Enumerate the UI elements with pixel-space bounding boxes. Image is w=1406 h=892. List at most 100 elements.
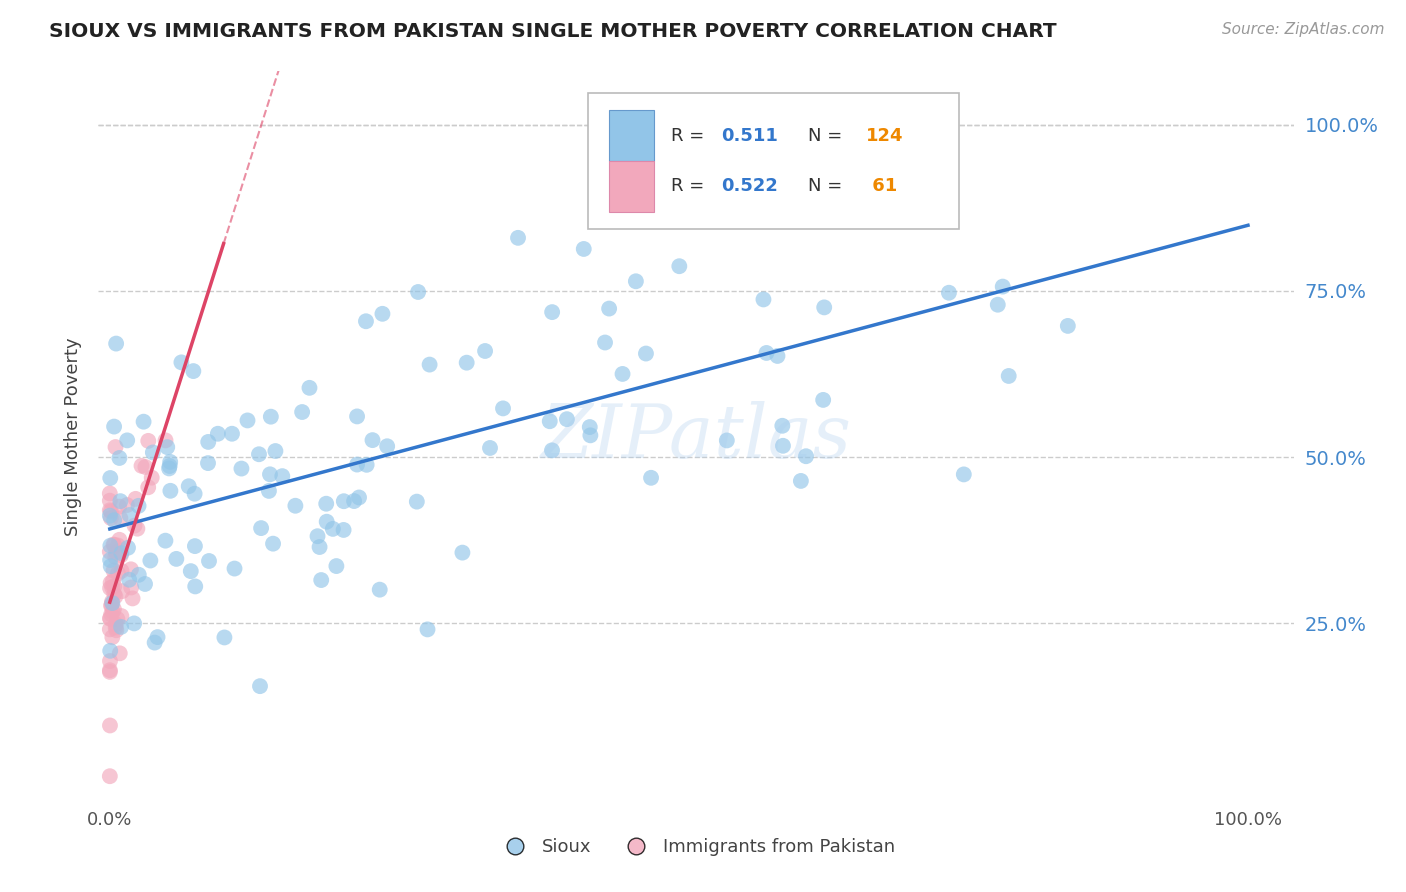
Point xyxy=(770,418,793,433)
Point xyxy=(108,450,131,465)
Text: SIOUX VS IMMIGRANTS FROM PAKISTAN SINGLE MOTHER POVERTY CORRELATION CHART: SIOUX VS IMMIGRANTS FROM PAKISTAN SINGLE… xyxy=(49,22,1057,41)
Point xyxy=(184,579,207,593)
Point xyxy=(105,612,128,626)
Point xyxy=(98,581,121,595)
Point xyxy=(356,458,378,472)
Point xyxy=(100,598,122,612)
Point xyxy=(98,769,121,783)
Point xyxy=(111,584,134,599)
Point xyxy=(101,580,124,594)
Point xyxy=(284,499,307,513)
Text: Source: ZipAtlas.com: Source: ZipAtlas.com xyxy=(1222,22,1385,37)
Point xyxy=(1056,318,1078,333)
Point xyxy=(120,562,142,576)
Point xyxy=(197,434,219,449)
Point xyxy=(322,522,344,536)
Point xyxy=(101,630,124,644)
Point xyxy=(104,440,127,454)
Point xyxy=(98,623,121,637)
Point xyxy=(100,607,122,622)
Point xyxy=(132,415,155,429)
Point xyxy=(474,343,496,358)
Point xyxy=(456,356,478,370)
Point xyxy=(264,444,287,458)
Point xyxy=(134,577,156,591)
Point xyxy=(128,567,150,582)
Point xyxy=(416,623,439,637)
Text: 0.522: 0.522 xyxy=(721,178,778,195)
Point xyxy=(131,458,153,473)
Point xyxy=(98,545,121,559)
Point xyxy=(668,259,690,273)
Point xyxy=(755,346,778,360)
Point xyxy=(100,511,122,525)
Point xyxy=(136,434,159,448)
Point xyxy=(538,414,561,428)
Point xyxy=(231,461,253,475)
Text: 61: 61 xyxy=(866,178,897,195)
Point xyxy=(110,609,132,624)
Point xyxy=(110,494,132,508)
Point xyxy=(315,497,337,511)
Point xyxy=(98,663,121,677)
Point xyxy=(105,624,128,638)
Point xyxy=(115,498,138,512)
Point xyxy=(121,591,143,606)
Point xyxy=(117,541,139,555)
Point xyxy=(772,439,794,453)
Point xyxy=(716,434,738,448)
Point xyxy=(257,483,280,498)
Point xyxy=(103,538,125,552)
Point xyxy=(346,458,368,472)
Point xyxy=(479,441,502,455)
Point xyxy=(103,579,125,593)
Text: 124: 124 xyxy=(866,127,903,145)
Point xyxy=(159,458,181,473)
Point xyxy=(260,409,283,424)
Point xyxy=(103,419,125,434)
Point xyxy=(813,301,835,315)
Point xyxy=(177,479,200,493)
Point xyxy=(124,518,146,533)
Point xyxy=(308,540,330,554)
Point xyxy=(406,285,429,299)
Point xyxy=(419,358,441,372)
Point xyxy=(180,564,202,578)
Point xyxy=(315,515,337,529)
Point xyxy=(98,718,121,732)
Text: 0.511: 0.511 xyxy=(721,127,778,145)
Point xyxy=(98,539,121,553)
Legend: Sioux, Immigrants from Pakistan: Sioux, Immigrants from Pakistan xyxy=(489,830,903,863)
Point xyxy=(298,381,321,395)
Point xyxy=(100,504,122,518)
Point xyxy=(98,654,121,668)
Point xyxy=(752,293,775,307)
Point xyxy=(343,494,366,508)
Point xyxy=(104,590,127,604)
Point xyxy=(271,469,294,483)
Point xyxy=(98,612,121,626)
Point xyxy=(307,529,329,543)
Point xyxy=(107,566,129,581)
Point xyxy=(236,413,259,427)
Text: N =: N = xyxy=(808,178,842,195)
Point xyxy=(103,513,125,527)
Point xyxy=(98,611,121,625)
Point xyxy=(207,426,229,441)
Point xyxy=(110,564,132,578)
Point xyxy=(405,494,427,508)
FancyBboxPatch shape xyxy=(589,94,959,228)
Point xyxy=(347,491,370,505)
Point xyxy=(572,242,595,256)
Point xyxy=(249,679,271,693)
Point xyxy=(184,539,207,553)
Point xyxy=(157,461,180,475)
Point xyxy=(541,305,564,319)
Point xyxy=(506,231,529,245)
Point xyxy=(333,494,356,508)
Point xyxy=(578,420,600,434)
Point xyxy=(101,596,124,610)
Point xyxy=(98,471,121,485)
Point xyxy=(997,368,1019,383)
Point xyxy=(953,467,976,482)
